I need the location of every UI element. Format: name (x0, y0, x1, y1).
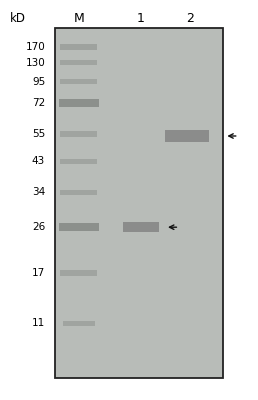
Bar (60, 270, 97, 276)
Text: 72: 72 (32, 98, 45, 108)
Text: 2: 2 (186, 12, 194, 24)
Text: 130: 130 (25, 58, 45, 68)
Text: 95: 95 (32, 76, 45, 86)
Text: M: M (73, 12, 84, 24)
Bar (123, 222, 159, 232)
Text: 1: 1 (137, 12, 144, 24)
Text: 34: 34 (32, 187, 45, 198)
Text: 26: 26 (32, 222, 45, 232)
Bar (60, 131, 97, 137)
Bar (62, 321, 95, 326)
Bar (59, 223, 99, 231)
Bar (165, 130, 209, 142)
Bar (60, 79, 97, 84)
Bar (59, 99, 99, 107)
Text: 11: 11 (32, 318, 45, 328)
Bar (60, 60, 97, 65)
Text: 170: 170 (25, 42, 45, 52)
Text: 55: 55 (32, 129, 45, 139)
Bar (60, 190, 97, 195)
Text: 43: 43 (32, 156, 45, 166)
Bar (55, 28, 223, 378)
Text: 17: 17 (32, 268, 45, 278)
Bar (60, 158, 97, 164)
Text: kD: kD (10, 12, 26, 24)
Bar (60, 44, 97, 50)
